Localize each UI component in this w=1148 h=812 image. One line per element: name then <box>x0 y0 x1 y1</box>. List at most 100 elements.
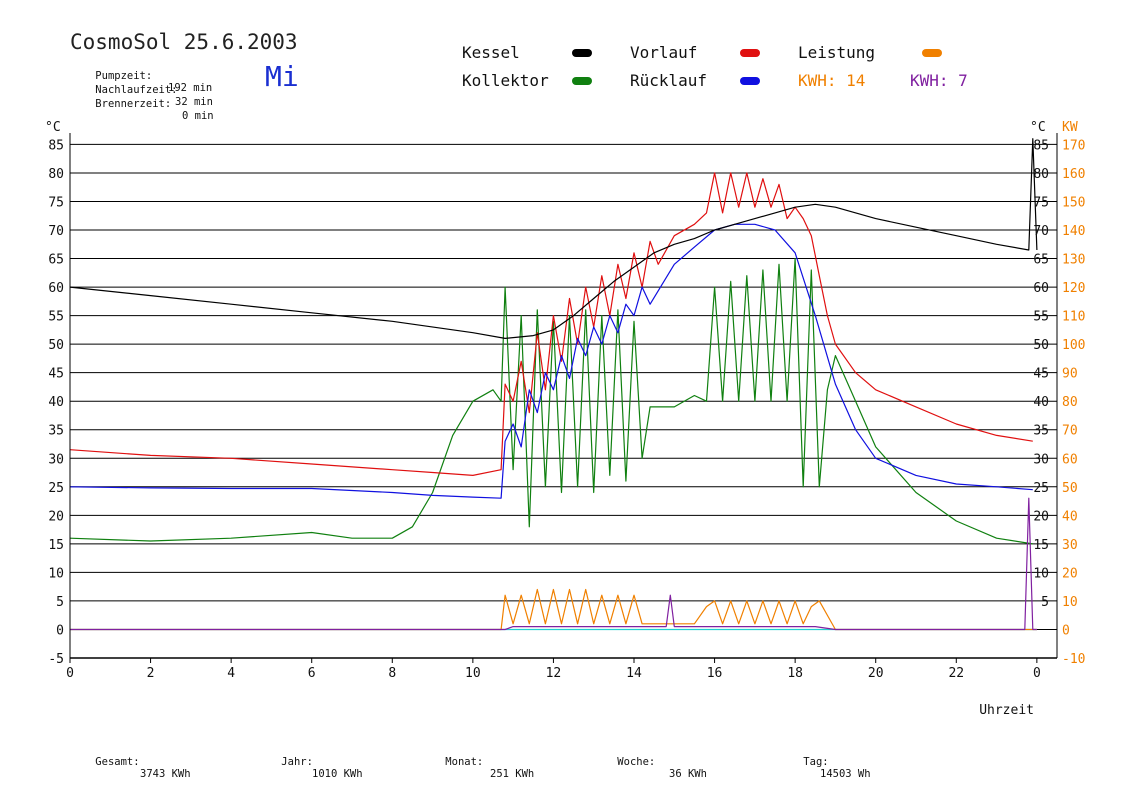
y-tick-label-left: 0 <box>56 623 64 638</box>
legend-kessel-swatch <box>572 49 592 57</box>
x-tick-label: 14 <box>626 666 642 681</box>
y-tick-label-left: 40 <box>48 395 64 410</box>
x-tick-label: 0 <box>66 666 74 681</box>
x-tick-label: 6 <box>308 666 316 681</box>
legend-kwh-leistung: KWH: 14 <box>798 71 866 90</box>
grid-layer <box>70 143 1057 630</box>
y-tick-label-right-kw: 100 <box>1062 338 1085 353</box>
y-tick-label-right-kw: 60 <box>1062 452 1078 467</box>
y-tick-label-right-celsius: 25 <box>1033 481 1049 496</box>
y-tick-label-right-celsius: 60 <box>1033 281 1049 296</box>
y-tick-label-right-celsius: 70 <box>1033 224 1049 239</box>
y-tick-label-right-kw: 40 <box>1062 509 1078 524</box>
y-tick-label-right-kw: 50 <box>1062 481 1078 496</box>
y-tick-label-right-kw: 10 <box>1062 595 1078 610</box>
tag-value: 14503 Wh <box>820 768 871 780</box>
y-tick-label-left: 10 <box>48 566 64 581</box>
y-tick-label-left: -5 <box>48 652 64 667</box>
footer-monat: Monat: 251 KWh <box>420 744 534 792</box>
x-tick-label: 16 <box>707 666 723 681</box>
labels-layer: -505101520253035404550556065707580855101… <box>45 120 1085 718</box>
series-ruecklauf <box>69 223 1033 499</box>
y-tick-label-right-celsius: 50 <box>1033 338 1049 353</box>
y-tick-label-right-kw: 150 <box>1062 195 1085 210</box>
legend-ruecklauf-label: Rücklauf <box>630 71 708 90</box>
pumpzeit-label: Pumpzeit: <box>95 70 153 82</box>
y-tick-label-right-celsius: 45 <box>1033 367 1049 382</box>
woche-label: Woche: <box>617 756 656 768</box>
y-tick-label-left: 45 <box>48 367 64 382</box>
x-tick-label: 10 <box>465 666 481 681</box>
series-kessel <box>69 138 1038 339</box>
brenner-value: 0 min <box>182 110 214 122</box>
x-tick-label: 0 <box>1033 666 1041 681</box>
y-tick-label-left: 15 <box>48 538 64 553</box>
brenner-label: Brennerzeit: <box>95 98 172 110</box>
jahr-value: 1010 KWh <box>312 768 363 780</box>
y-tick-label-right-kw: 160 <box>1062 167 1085 182</box>
y-tick-label-left: 55 <box>48 310 64 325</box>
y-axis-label-right-celsius: °C <box>1030 120 1046 135</box>
y-tick-label-right-kw: 140 <box>1062 224 1085 239</box>
y-tick-label-right-kw: 110 <box>1062 310 1085 325</box>
jahr-label: Jahr: <box>281 756 313 768</box>
axes-layer <box>69 133 1058 663</box>
legend-vorlauf-swatch <box>740 49 760 57</box>
x-tick-label: 4 <box>227 666 235 681</box>
y-tick-label-left: 80 <box>48 167 64 182</box>
legend-ruecklauf-swatch <box>740 77 760 85</box>
legend-vorlauf-label: Vorlauf <box>630 43 698 62</box>
legend-kwh-second: KWH: 7 <box>910 71 968 90</box>
y-tick-label-left: 70 <box>48 224 64 239</box>
monat-label: Monat: <box>445 756 484 768</box>
x-tick-label: 22 <box>948 666 964 681</box>
legend-kessel-label: Kessel <box>462 43 520 62</box>
y-tick-label-right-kw: 120 <box>1062 281 1085 296</box>
x-tick-label: 8 <box>388 666 396 681</box>
y-tick-label-right-kw: 20 <box>1062 566 1078 581</box>
pumpzeit-row: Pumpzeit: 192 min <box>70 58 212 106</box>
legend-leistung-swatch <box>922 49 942 57</box>
y-tick-label-right-kw: 0 <box>1062 623 1070 638</box>
y-tick-label-right-celsius: 15 <box>1033 538 1049 553</box>
y-tick-label-right-celsius: 80 <box>1033 167 1049 182</box>
weekday-label: Mi <box>265 60 299 93</box>
footer-jahr: Jahr: 1010 KWh <box>256 744 362 792</box>
y-tick-label-right-celsius: 20 <box>1033 509 1049 524</box>
y-tick-label-left: 25 <box>48 481 64 496</box>
monat-value: 251 KWh <box>490 768 535 780</box>
y-tick-label-right-kw: 70 <box>1062 424 1078 439</box>
series-leistung <box>70 588 1037 631</box>
y-tick-label-left: 65 <box>48 253 64 268</box>
y-axis-label-right-kw: KW <box>1062 120 1078 135</box>
y-tick-label-left: 30 <box>48 452 64 467</box>
nachlauf-row: Nachlaufzeit: 32 min <box>70 72 213 120</box>
y-tick-label-right-celsius: 5 <box>1041 595 1049 610</box>
y-tick-label-right-kw: 130 <box>1062 253 1085 268</box>
y-tick-label-right-celsius: 65 <box>1033 253 1049 268</box>
y-tick-label-right-kw: 170 <box>1062 138 1085 153</box>
legend-leistung-label: Leistung <box>798 43 876 62</box>
y-tick-label-right-celsius: 35 <box>1033 424 1049 439</box>
x-axis-label: Uhrzeit <box>979 703 1034 718</box>
y-tick-label-left: 60 <box>48 281 64 296</box>
x-tick-label: 18 <box>787 666 803 681</box>
woche-value: 36 KWh <box>669 768 707 780</box>
chart-title: CosmoSol 25.6.2003 <box>70 30 298 54</box>
y-tick-label-right-kw: 30 <box>1062 538 1078 553</box>
brenner-row: Brennerzeit: 0 min <box>70 86 213 134</box>
y-tick-label-right-celsius: 85 <box>1033 138 1049 153</box>
y-tick-label-right-celsius: 55 <box>1033 310 1049 325</box>
x-tick-label: 12 <box>546 666 562 681</box>
y-axis-label-left: °C <box>45 120 61 135</box>
legend-kollektor-label: Kollektor <box>462 71 549 90</box>
y-tick-label-right-celsius: 10 <box>1033 566 1049 581</box>
series-kwh2 <box>70 497 1037 631</box>
x-tick-label: 2 <box>147 666 155 681</box>
y-tick-label-left: 20 <box>48 509 64 524</box>
x-tick-label: 20 <box>868 666 884 681</box>
y-tick-label-left: 85 <box>48 138 64 153</box>
y-tick-label-right-celsius: 40 <box>1033 395 1049 410</box>
